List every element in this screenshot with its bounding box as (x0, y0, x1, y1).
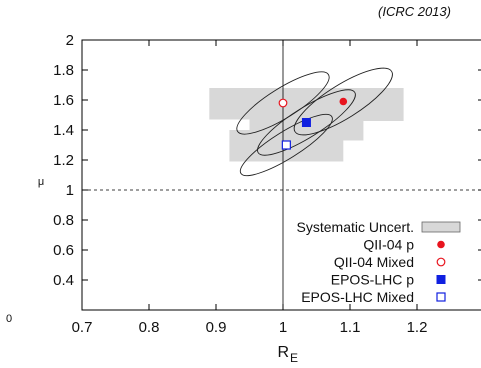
x-tick-label: 1.2 (407, 319, 428, 336)
correlation-ellipse (257, 89, 356, 156)
legend-label: EPOS-LHC Mixed (301, 289, 414, 305)
reference-lines (82, 40, 481, 310)
y-tick-label: 0.8 (53, 212, 74, 229)
legend-marker (436, 257, 446, 267)
legend-label: Systematic Uncert. (297, 219, 414, 235)
correlation-ellipse (239, 113, 333, 177)
x-axis-label-subscript: E (290, 351, 298, 365)
y-axis-label: μ (38, 176, 44, 188)
axis-ticks: 0.7 0.8 0.9 1 1.1 1.2 1 0.4 0.6 0.8 1 1.2 1.4 1.6 1.8 2 (53, 32, 481, 336)
data-point (301, 118, 311, 127)
legend-marker (437, 240, 445, 249)
y-tick-label: 1.8 (53, 62, 74, 79)
legend-marker (436, 292, 446, 302)
data-points (278, 97, 348, 150)
legend-label: QII-04 p (363, 237, 414, 253)
x-tick-label: 1 (279, 319, 287, 336)
x-tick-label: 0.8 (139, 319, 160, 336)
stray-label: 0 (6, 313, 12, 325)
x-tick-label: 1 (480, 319, 481, 336)
x-tick-label: 0.7 (72, 319, 93, 336)
legend-marker (436, 275, 446, 284)
y-tick-label: 0.6 (53, 242, 74, 259)
legend-label: EPOS-LHC p (331, 272, 414, 288)
data-point (339, 97, 348, 106)
y-tick-label: 1.4 (53, 122, 74, 139)
x-axis-label-main: R (277, 344, 289, 361)
y-tick-label: 2 (66, 32, 74, 49)
data-point (278, 98, 288, 108)
plot-frame (81, 39, 481, 311)
legend-label: QII-04 Mixed (334, 254, 414, 270)
legend-marker (421, 221, 461, 233)
correlation-ellipse (293, 67, 393, 136)
x-tick-label: 0.9 (206, 319, 227, 336)
y-tick-label: 0.4 (53, 272, 74, 289)
x-axis-label: R (277, 344, 289, 361)
y-tick-label: 1.2 (53, 152, 74, 169)
correlation-ellipses (236, 67, 393, 177)
data-point (281, 140, 291, 150)
chart-annotation: (ICRC 2013) (378, 4, 451, 19)
y-tick-label: 1.6 (53, 92, 74, 109)
y-tick-label: 1 (66, 182, 74, 199)
x-tick-label: 1.1 (340, 319, 361, 336)
